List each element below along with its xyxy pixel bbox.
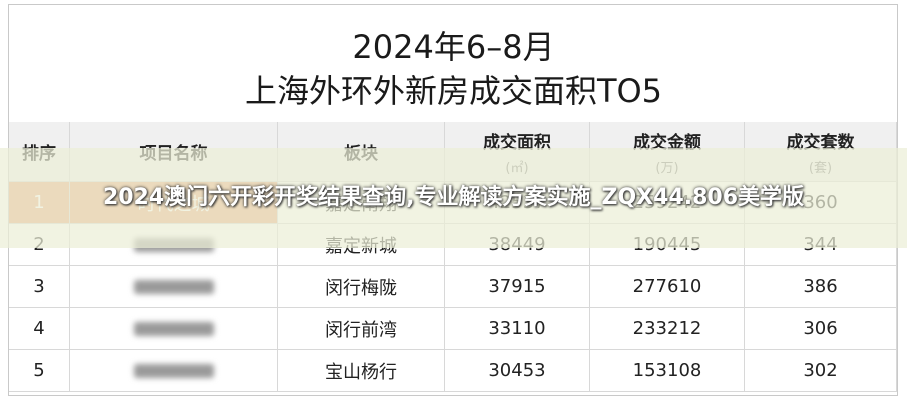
column-label: 成交套数 — [786, 132, 855, 153]
cell-text: 3 — [33, 276, 45, 297]
column-label: 成交面积 — [483, 132, 551, 153]
cell-text: 386 — [803, 276, 838, 297]
table-cell: 闵行梅陇 — [278, 266, 445, 308]
cell-text: 4 — [33, 318, 45, 339]
cell-text: 302 — [803, 360, 838, 381]
table-cell: 33110 — [445, 308, 590, 350]
table-cell: 宝山杨行 — [278, 350, 445, 392]
table-cell: 5 — [9, 350, 70, 392]
table-cell: 4 — [9, 308, 70, 350]
cell-text: 33110 — [488, 318, 546, 339]
table-cell: 30453 — [445, 350, 590, 392]
blurred-name — [133, 363, 214, 378]
table-cell: 306 — [745, 308, 897, 350]
table-cell: 闵行前湾 — [278, 308, 445, 350]
cell-text: 30453 — [488, 360, 546, 381]
table-cell: 37915 — [445, 266, 590, 308]
cell-text: 37915 — [488, 276, 546, 297]
cell-text: 277610 — [632, 276, 702, 297]
overlay-banner: 2024澳门六开彩开奖结果查询,专业解读方案实施_ZQX44.806美学版 — [0, 148, 907, 248]
table-cell: 277610 — [590, 266, 745, 308]
cell-text: 306 — [803, 318, 838, 339]
cell-text: 233212 — [632, 318, 702, 339]
cell-text: 宝山杨行 — [325, 361, 397, 383]
table-cell — [70, 266, 278, 308]
title-line: 2024年6–8月 — [352, 28, 555, 66]
table-cell: 3 — [9, 266, 70, 308]
table-cell — [70, 350, 278, 392]
cell-text: 闵行梅陇 — [325, 277, 397, 299]
cell-text: 153108 — [632, 360, 702, 381]
column-label: 成交金额 — [633, 132, 701, 153]
blurred-name — [133, 321, 214, 336]
table-cell — [70, 308, 278, 350]
cell-text: 闵行前湾 — [325, 319, 397, 341]
overlay-text: 2024澳门六开彩开奖结果查询,专业解读方案实施_ZQX44.806美学版 — [102, 185, 805, 210]
table-cell: 233212 — [590, 308, 745, 350]
table-cell: 302 — [745, 350, 897, 392]
table-cell: 386 — [745, 266, 897, 308]
blurred-name — [133, 279, 214, 294]
table-cell: 153108 — [590, 350, 745, 392]
cell-text: 5 — [33, 360, 45, 381]
title-line: 上海外环外新房成交面积TO5 — [244, 72, 663, 110]
